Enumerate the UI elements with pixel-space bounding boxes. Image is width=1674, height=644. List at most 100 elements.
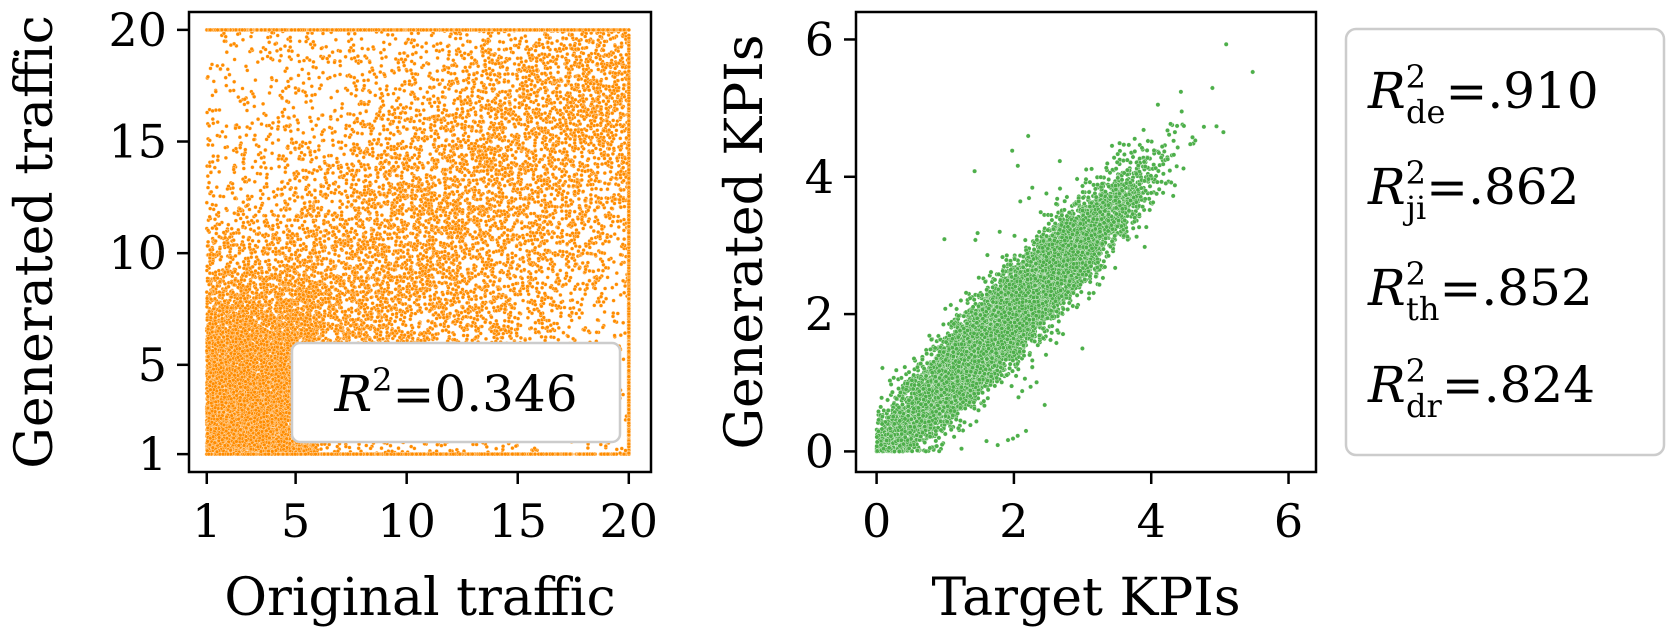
traffic-point	[608, 169, 613, 174]
traffic-point	[417, 118, 422, 123]
traffic-point	[306, 71, 311, 76]
traffic-point	[503, 96, 508, 101]
traffic-point	[545, 275, 550, 280]
traffic-point	[497, 39, 502, 44]
traffic-point	[389, 236, 394, 241]
traffic-point	[598, 147, 603, 152]
traffic-point	[420, 245, 425, 250]
traffic-point	[536, 290, 542, 295]
traffic-point	[322, 239, 327, 244]
traffic-point	[486, 111, 491, 116]
traffic-point	[269, 166, 274, 171]
traffic-point	[618, 333, 623, 338]
traffic-point	[224, 124, 229, 129]
traffic-point	[252, 104, 257, 109]
traffic-point	[426, 318, 431, 324]
traffic-point	[580, 297, 585, 302]
traffic-point	[331, 143, 336, 148]
traffic-point	[277, 164, 282, 169]
traffic-point	[377, 259, 382, 264]
traffic-point	[588, 192, 593, 197]
traffic-point	[371, 137, 377, 142]
traffic-point	[227, 72, 232, 77]
traffic-point	[561, 330, 566, 335]
traffic-point	[538, 116, 543, 121]
traffic-point	[331, 217, 336, 222]
traffic-point	[354, 182, 359, 187]
traffic-point	[415, 43, 420, 48]
traffic-point	[263, 259, 268, 264]
traffic-point	[243, 64, 249, 69]
traffic-point	[382, 230, 387, 235]
traffic-point	[257, 266, 262, 271]
traffic-point	[385, 308, 390, 313]
traffic-point	[330, 138, 335, 143]
traffic-point	[391, 91, 396, 96]
traffic-point	[596, 179, 601, 184]
traffic-point	[564, 36, 569, 41]
traffic-point	[543, 335, 548, 340]
traffic-point	[535, 121, 540, 126]
traffic-point	[217, 107, 222, 113]
traffic-point	[446, 324, 451, 329]
traffic-point	[276, 156, 281, 162]
traffic-point	[510, 72, 515, 77]
traffic-point	[350, 127, 355, 132]
traffic-point	[317, 86, 322, 91]
traffic-point	[343, 133, 348, 138]
traffic-point	[225, 292, 230, 297]
traffic-point	[270, 120, 276, 125]
traffic-point	[622, 204, 627, 209]
traffic-point	[554, 176, 559, 181]
traffic-point	[276, 119, 281, 124]
traffic-point	[408, 145, 413, 150]
traffic-point	[552, 196, 557, 202]
traffic-point	[560, 197, 565, 202]
traffic-point	[434, 316, 439, 321]
traffic-point	[403, 110, 408, 115]
traffic-point	[292, 114, 297, 119]
traffic-point	[332, 73, 337, 78]
traffic-point	[589, 177, 594, 182]
traffic-point	[377, 319, 382, 324]
traffic-point	[429, 134, 434, 139]
traffic-point	[361, 78, 367, 83]
traffic-point	[349, 91, 354, 96]
traffic-point	[621, 86, 626, 91]
traffic-point	[485, 171, 490, 177]
traffic-point	[296, 53, 301, 58]
traffic-point	[453, 36, 458, 41]
traffic-point	[548, 323, 553, 328]
traffic-point	[369, 306, 374, 311]
traffic-point	[564, 195, 569, 200]
traffic-point	[599, 187, 604, 192]
traffic-point	[432, 137, 437, 142]
traffic-point	[209, 62, 215, 67]
traffic-point	[518, 247, 523, 252]
traffic-point	[299, 150, 304, 155]
traffic-point	[592, 303, 597, 308]
traffic-point	[486, 55, 491, 61]
traffic-point	[326, 186, 331, 191]
traffic-point	[577, 315, 582, 320]
traffic-point	[276, 213, 281, 219]
traffic-point	[494, 318, 499, 323]
traffic-point	[255, 60, 260, 65]
traffic-point	[453, 244, 458, 249]
traffic-point	[394, 200, 400, 205]
traffic-point	[253, 268, 258, 274]
traffic-point	[426, 61, 431, 66]
traffic-point	[487, 82, 492, 87]
traffic-point	[339, 146, 344, 151]
traffic-point	[572, 154, 577, 160]
traffic-point	[546, 266, 551, 271]
traffic-point	[263, 47, 268, 52]
traffic-point	[258, 196, 263, 201]
traffic-point	[205, 174, 210, 179]
traffic-point	[390, 32, 395, 37]
traffic-point	[583, 34, 588, 39]
traffic-point	[379, 142, 384, 147]
traffic-point	[252, 179, 257, 184]
traffic-point	[211, 121, 216, 126]
traffic-point	[461, 69, 466, 74]
